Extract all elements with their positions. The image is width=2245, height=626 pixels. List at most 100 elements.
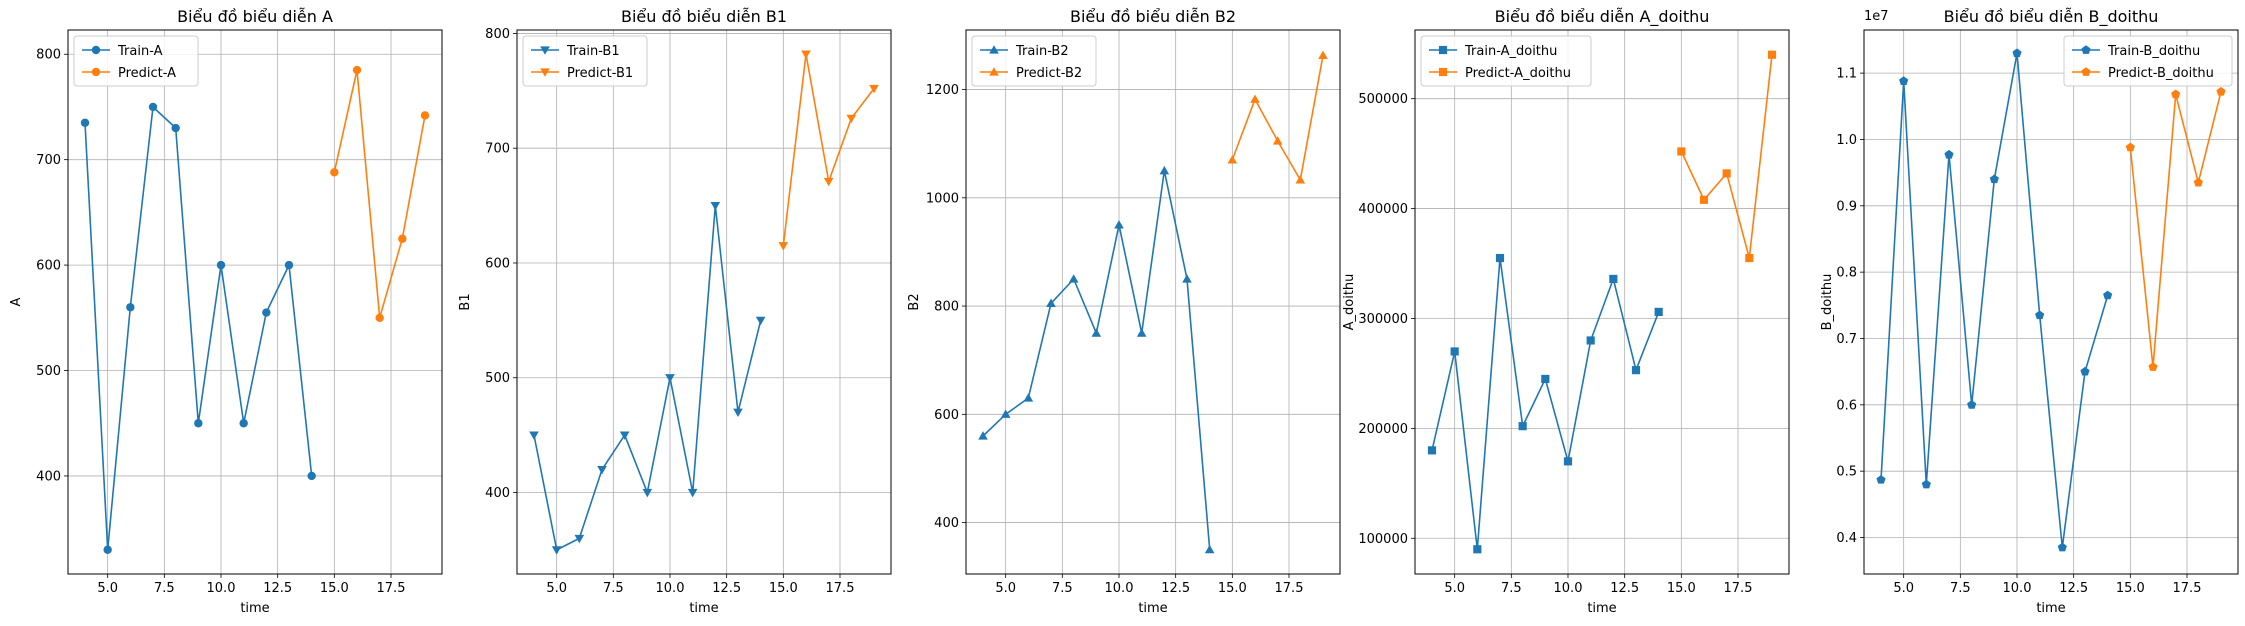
data-point-Train-A_doithu bbox=[1427, 446, 1437, 455]
y-tick-label: 0.4 bbox=[1836, 531, 1857, 546]
data-point-Train-B1 bbox=[733, 408, 743, 417]
plot-frame bbox=[1414, 29, 1790, 575]
x-axis-label: time bbox=[689, 601, 718, 616]
series-line-Predict-A bbox=[333, 69, 426, 319]
data-point-Train-B_doithu bbox=[1876, 474, 1886, 484]
data-point-Predict-B1 bbox=[801, 50, 811, 59]
data-point-Train-A bbox=[239, 419, 248, 428]
x-tick-label: 12.5 bbox=[1161, 581, 1190, 596]
x-tick-label: 10.0 bbox=[207, 581, 236, 596]
data-point-Train-B2 bbox=[1114, 220, 1124, 229]
y-tick-label: 0.9 bbox=[1836, 199, 1857, 214]
y-tick-label: 300000 bbox=[1358, 312, 1408, 327]
x-tick-label: 12.5 bbox=[1610, 581, 1639, 596]
data-point-Predict-B2 bbox=[1272, 136, 1283, 145]
y-tick-label: 800 bbox=[36, 48, 61, 63]
data-point-Predict-A_doithu bbox=[1722, 169, 1731, 178]
y-tick-label: 600 bbox=[934, 408, 959, 423]
y-tick-label: 800 bbox=[485, 27, 510, 42]
series-line-Predict-B2 bbox=[1231, 55, 1324, 181]
data-point-Train-B1 bbox=[574, 534, 585, 544]
plot-frame bbox=[965, 29, 1341, 575]
legend: Train-A_doithu Predict-A_doithu bbox=[1420, 35, 1592, 87]
chart-panel-4: 5.0 7.5 10.0 12.5 15.0 17.5 100000 200000 300000… bbox=[1342, 7, 1790, 616]
plot-frame bbox=[516, 29, 892, 575]
x-tick-label: 15.0 bbox=[769, 581, 798, 596]
legend: Train-A Predict-A bbox=[73, 35, 199, 87]
y-tick-label: 500 bbox=[485, 371, 510, 386]
x-axis-label: time bbox=[240, 601, 269, 616]
legend-marker bbox=[989, 67, 999, 76]
x-tick-label: 17.5 bbox=[377, 581, 406, 596]
data-point-Train-B1 bbox=[755, 316, 766, 326]
data-point-Train-A_doithu bbox=[1563, 457, 1573, 466]
data-point-Train-A bbox=[194, 419, 203, 428]
y-tick-label: 0.6 bbox=[1836, 398, 1857, 413]
legend-label: Train-B1 bbox=[566, 44, 620, 59]
x-tick-label: 7.5 bbox=[154, 581, 175, 596]
data-point-Train-A_doithu bbox=[1586, 336, 1595, 345]
legend-marker bbox=[540, 68, 550, 77]
chart-title: Biểu đồ biểu diễn B1 bbox=[621, 7, 787, 26]
data-point-Train-B_doithu bbox=[1989, 174, 1999, 184]
legend-label: Predict-B_doithu bbox=[2108, 66, 2214, 81]
legend-marker bbox=[91, 67, 101, 77]
legend-label: Train-B_doithu bbox=[2107, 44, 2200, 59]
y-tick-label: 0.8 bbox=[1836, 266, 1857, 281]
data-point-Predict-A bbox=[398, 234, 407, 243]
data-point-Train-A bbox=[307, 471, 316, 481]
x-tick-label: 5.0 bbox=[97, 581, 118, 596]
x-tick-label: 5.0 bbox=[1893, 581, 1914, 596]
data-point-Predict-A bbox=[375, 313, 384, 323]
data-point-Train-B1 bbox=[597, 465, 607, 475]
x-axis-label: time bbox=[2036, 601, 2065, 616]
data-point-Train-A bbox=[262, 308, 271, 317]
y-tick-label: 0.5 bbox=[1836, 465, 1857, 480]
x-tick-label: 17.5 bbox=[2173, 581, 2202, 596]
y-tick-label: 1200 bbox=[926, 83, 959, 98]
data-point-Train-A_doithu bbox=[1541, 374, 1550, 384]
data-point-Train-B1 bbox=[551, 546, 562, 555]
data-point-Predict-A_doithu bbox=[1699, 195, 1709, 204]
plot-frame bbox=[1863, 29, 2239, 575]
y-tick-label: 600 bbox=[485, 256, 510, 271]
legend-label: Predict-B1 bbox=[567, 66, 633, 81]
x-tick-label: 17.5 bbox=[1275, 581, 1304, 596]
data-point-Train-B2 bbox=[1204, 544, 1215, 554]
x-tick-label: 17.5 bbox=[826, 581, 855, 596]
data-point-Train-B1 bbox=[710, 201, 721, 211]
data-point-Predict-B2 bbox=[1250, 94, 1260, 103]
data-point-Predict-B2 bbox=[1318, 50, 1328, 60]
chart-panel-3: 5.0 7.5 10.0 12.5 15.0 17.5 400 600 800 1000 1200 B… bbox=[907, 7, 1341, 616]
data-point-Train-A_doithu bbox=[1609, 274, 1618, 284]
legend-label: Train-A bbox=[117, 44, 163, 59]
x-tick-label: 5.0 bbox=[995, 581, 1016, 596]
legend: Train-B1 Predict-B1 bbox=[522, 35, 648, 87]
x-tick-label: 5.0 bbox=[1444, 581, 1465, 596]
data-point-Train-B_doithu bbox=[2057, 542, 2067, 552]
legend-box bbox=[1420, 35, 1592, 87]
x-tick-label: 10.0 bbox=[1105, 581, 1134, 596]
y-axis-label: A bbox=[9, 297, 24, 306]
y-tick-label: 700 bbox=[485, 142, 510, 157]
data-point-Train-B_doithu bbox=[1921, 479, 1931, 489]
x-tick-label: 7.5 bbox=[603, 581, 624, 596]
legend-marker bbox=[2081, 45, 2091, 54]
x-axis-label: time bbox=[1138, 601, 1167, 616]
y-axis-label: B_doithu bbox=[1820, 274, 1835, 331]
y-tick-label: 1.0 bbox=[1836, 133, 1857, 148]
legend-label: Predict-A_doithu bbox=[1465, 66, 1571, 81]
data-point-Train-B_doithu bbox=[2080, 366, 2090, 376]
data-point-Predict-A_doithu bbox=[1745, 253, 1754, 263]
data-point-Predict-B1 bbox=[869, 84, 879, 94]
data-point-Train-A_doithu bbox=[1631, 366, 1641, 375]
legend-marker bbox=[2081, 67, 2091, 76]
data-point-Train-B2 bbox=[1136, 328, 1147, 337]
legend-label: Predict-A bbox=[118, 66, 176, 81]
legend-marker bbox=[989, 45, 999, 54]
legend-box bbox=[73, 35, 199, 87]
series-line-Predict-A_doithu bbox=[1680, 54, 1773, 259]
data-point-Train-B1 bbox=[665, 374, 675, 383]
y-tick-label: 1.1 bbox=[1836, 67, 1857, 82]
